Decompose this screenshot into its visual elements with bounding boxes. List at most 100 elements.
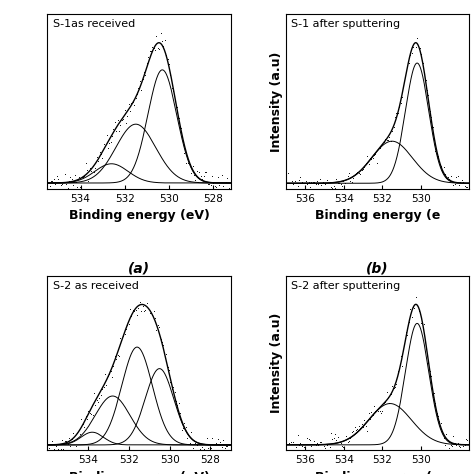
- Point: [193, 167, 201, 174]
- Point: [377, 409, 385, 417]
- Point: [290, 180, 297, 187]
- Point: [382, 398, 389, 405]
- Point: [436, 418, 443, 425]
- Point: [301, 187, 308, 195]
- Point: [306, 183, 314, 191]
- Text: S-1 after sputtering: S-1 after sputtering: [292, 19, 401, 29]
- Point: [448, 442, 456, 449]
- Point: [404, 63, 411, 70]
- Point: [108, 132, 116, 140]
- Point: [165, 366, 173, 374]
- Point: [176, 122, 184, 130]
- Point: [459, 442, 467, 449]
- X-axis label: Binding energy (eV): Binding energy (eV): [69, 471, 210, 474]
- Point: [143, 59, 151, 66]
- Point: [215, 440, 223, 447]
- Point: [145, 304, 152, 312]
- Point: [429, 123, 437, 131]
- Point: [124, 321, 131, 329]
- Point: [118, 116, 126, 124]
- Point: [169, 383, 177, 391]
- Point: [191, 439, 199, 447]
- Point: [298, 178, 305, 186]
- Point: [354, 169, 361, 176]
- Point: [377, 142, 385, 149]
- X-axis label: Binding energy (e: Binding energy (e: [315, 471, 440, 474]
- Point: [187, 428, 195, 436]
- Point: [337, 439, 345, 447]
- Point: [181, 149, 188, 156]
- Point: [103, 382, 110, 389]
- X-axis label: Binding energy (eV): Binding energy (eV): [69, 209, 210, 222]
- Point: [430, 136, 438, 144]
- Point: [461, 182, 468, 190]
- Point: [312, 442, 319, 449]
- Point: [49, 177, 56, 184]
- Point: [64, 441, 71, 448]
- Point: [139, 75, 146, 82]
- Point: [302, 177, 310, 185]
- Point: [451, 439, 458, 447]
- Point: [126, 305, 134, 313]
- Point: [440, 164, 447, 171]
- Point: [420, 68, 428, 76]
- Point: [129, 307, 137, 314]
- Point: [292, 443, 300, 451]
- Point: [153, 32, 160, 40]
- Point: [438, 428, 446, 435]
- Point: [372, 408, 379, 415]
- Point: [376, 145, 383, 152]
- Point: [348, 179, 356, 186]
- Point: [372, 150, 379, 158]
- Point: [86, 164, 94, 172]
- Point: [154, 322, 162, 329]
- Point: [284, 169, 292, 176]
- Point: [355, 422, 363, 430]
- Point: [370, 151, 378, 159]
- Point: [290, 438, 297, 446]
- Point: [365, 410, 372, 417]
- Point: [438, 167, 446, 174]
- Point: [219, 182, 227, 190]
- Point: [54, 445, 62, 453]
- Point: [374, 145, 382, 153]
- Point: [87, 410, 95, 418]
- Point: [61, 170, 69, 177]
- Point: [359, 424, 367, 431]
- Point: [96, 394, 103, 401]
- Point: [454, 439, 461, 447]
- Point: [356, 424, 364, 431]
- Point: [420, 320, 428, 328]
- Point: [135, 304, 142, 311]
- Point: [365, 160, 372, 168]
- Point: [178, 124, 185, 132]
- Point: [72, 179, 80, 186]
- Point: [321, 180, 329, 188]
- Point: [392, 380, 400, 387]
- Point: [219, 436, 227, 444]
- Point: [397, 352, 404, 360]
- Point: [132, 95, 139, 102]
- Point: [133, 91, 141, 98]
- Point: [434, 413, 442, 420]
- Point: [46, 445, 53, 452]
- Point: [114, 116, 121, 124]
- Point: [361, 163, 368, 171]
- Point: [99, 385, 106, 393]
- Point: [200, 445, 208, 452]
- Point: [450, 432, 457, 440]
- Point: [78, 415, 85, 422]
- Point: [448, 177, 456, 185]
- Point: [380, 138, 388, 146]
- Point: [462, 183, 470, 191]
- Point: [341, 448, 349, 456]
- Point: [326, 179, 333, 186]
- Point: [197, 173, 205, 180]
- Point: [204, 180, 211, 188]
- Point: [425, 359, 432, 367]
- Point: [388, 383, 396, 390]
- Point: [84, 407, 92, 414]
- Point: [96, 148, 103, 155]
- Point: [161, 354, 169, 362]
- Point: [200, 173, 208, 180]
